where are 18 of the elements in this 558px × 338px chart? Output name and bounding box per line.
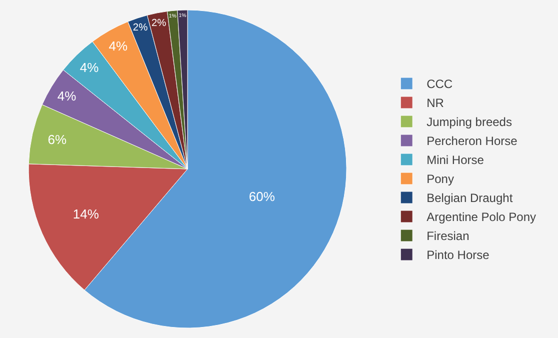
legend-label: Argentine Polo Pony <box>426 210 536 224</box>
legend-label: Pony <box>426 172 454 186</box>
data-label: 4% <box>80 60 100 76</box>
data-label: 14% <box>72 206 100 222</box>
legend-label: Pinto Horse <box>426 248 490 262</box>
legend-label: NR <box>426 96 444 110</box>
legend-label: Belgian Draught <box>426 191 514 206</box>
legend-label: Jumping breeds <box>426 115 512 130</box>
legend-label: Percheron Horse <box>426 134 518 148</box>
data-label: 4% <box>108 38 128 54</box>
legend-label: Mini Horse <box>426 153 484 168</box>
data-label: 4% <box>57 88 77 104</box>
data-label: 2% <box>151 18 166 29</box>
legend-label: Firesian <box>426 229 470 244</box>
data-label: 60% <box>248 188 276 204</box>
data-label: 2% <box>132 22 148 34</box>
data-label: 6% <box>48 132 68 147</box>
legend-label: CCC <box>426 77 453 92</box>
